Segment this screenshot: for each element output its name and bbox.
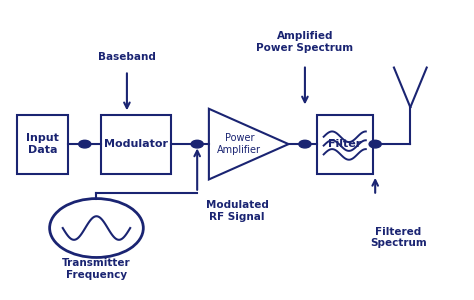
FancyBboxPatch shape	[101, 115, 172, 174]
Text: Input
Data: Input Data	[26, 133, 59, 155]
Circle shape	[299, 140, 311, 148]
Text: Modulator: Modulator	[104, 139, 168, 149]
Text: Transmitter
Frequency: Transmitter Frequency	[62, 258, 131, 280]
Text: Baseband: Baseband	[98, 52, 156, 62]
Text: Modulated
RF Signal: Modulated RF Signal	[206, 200, 268, 222]
Text: Filtered
Spectrum: Filtered Spectrum	[370, 226, 427, 248]
Circle shape	[191, 140, 203, 148]
FancyBboxPatch shape	[17, 115, 68, 174]
FancyBboxPatch shape	[317, 115, 373, 174]
Circle shape	[79, 140, 91, 148]
Circle shape	[369, 140, 381, 148]
Text: Filter: Filter	[328, 139, 361, 149]
Text: Amplified
Power Spectrum: Amplified Power Spectrum	[256, 31, 354, 53]
Text: Power
Amplifier: Power Amplifier	[218, 133, 261, 155]
